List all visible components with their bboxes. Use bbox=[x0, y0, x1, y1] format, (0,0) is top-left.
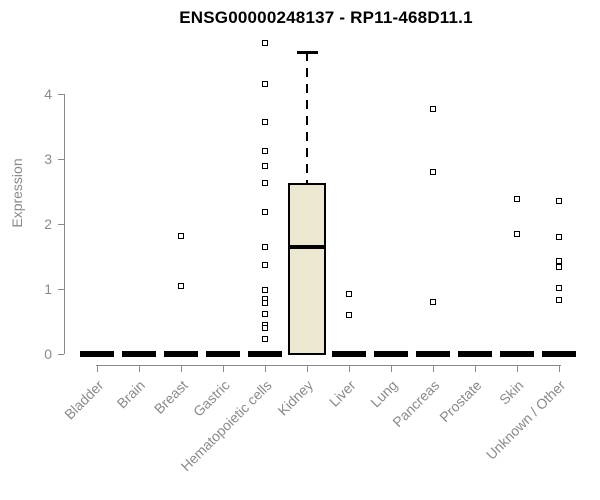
outlier-point bbox=[556, 258, 562, 265]
outlier-point bbox=[262, 243, 268, 250]
x-tick-label: Breast bbox=[150, 377, 191, 417]
zero-bar bbox=[500, 351, 534, 357]
zero-bar bbox=[164, 351, 198, 357]
outlier-point bbox=[262, 287, 268, 294]
zero-bar bbox=[206, 351, 240, 357]
outlier-point bbox=[514, 196, 520, 203]
box-median bbox=[290, 244, 324, 249]
x-tick-label: Brain bbox=[113, 377, 149, 412]
outlier-point bbox=[262, 300, 268, 307]
outlier-point bbox=[556, 297, 562, 304]
x-tick bbox=[265, 366, 266, 372]
outlier-point bbox=[346, 290, 352, 297]
y-tick bbox=[58, 354, 64, 355]
outlier-point bbox=[262, 81, 268, 88]
box bbox=[288, 183, 326, 355]
zero-bar bbox=[458, 351, 492, 357]
y-tick bbox=[58, 224, 64, 225]
x-tick bbox=[517, 366, 518, 372]
x-axis-line bbox=[96, 365, 561, 366]
outlier-point bbox=[262, 325, 268, 331]
outlier-point bbox=[178, 232, 184, 239]
x-tick-label: Lung bbox=[366, 377, 401, 411]
y-tick bbox=[58, 289, 64, 290]
outlier-point bbox=[262, 310, 268, 317]
outlier-point bbox=[178, 282, 184, 289]
outlier-point bbox=[430, 299, 436, 305]
whisker-cap bbox=[297, 50, 318, 54]
outlier-point bbox=[430, 105, 436, 112]
x-tick bbox=[139, 366, 140, 372]
x-tick bbox=[97, 366, 98, 372]
outlier-point bbox=[262, 209, 268, 216]
x-tick-label: Unknown / Other bbox=[482, 377, 569, 463]
chart-title: ENSG00000248137 - RP11-468D11.1 bbox=[179, 8, 473, 27]
zero-bar bbox=[122, 351, 156, 357]
y-tick-label: 3 bbox=[44, 151, 52, 167]
outlier-point bbox=[556, 234, 562, 240]
zero-bar bbox=[374, 351, 408, 357]
x-tick bbox=[391, 366, 392, 372]
outlier-point bbox=[262, 148, 268, 155]
y-tick bbox=[58, 94, 64, 95]
whisker bbox=[306, 51, 308, 184]
outlier-point bbox=[556, 198, 562, 205]
x-tick bbox=[223, 366, 224, 372]
x-tick-label: Bladder bbox=[60, 377, 107, 423]
outlier-point bbox=[556, 284, 562, 291]
outlier-point bbox=[262, 261, 268, 268]
y-tick bbox=[58, 159, 64, 160]
y-tick-label: 1 bbox=[44, 281, 52, 297]
y-tick-label: 0 bbox=[44, 346, 52, 362]
zero-bar bbox=[332, 351, 366, 357]
zero-bar bbox=[542, 351, 576, 357]
x-tick-label: Skin bbox=[495, 377, 527, 408]
x-tick-label: Prostate bbox=[436, 377, 485, 426]
outlier-point bbox=[556, 263, 562, 270]
outlier-point bbox=[262, 336, 268, 343]
outlier-point bbox=[514, 230, 520, 237]
zero-bar bbox=[248, 351, 282, 357]
zero-bar bbox=[80, 351, 114, 357]
outlier-point bbox=[346, 312, 352, 318]
y-tick-label: 4 bbox=[44, 86, 52, 102]
y-tick-label: 2 bbox=[44, 216, 52, 232]
outlier-point bbox=[430, 169, 436, 175]
outlier-point bbox=[262, 118, 268, 125]
x-tick bbox=[475, 366, 476, 372]
x-tick bbox=[349, 366, 350, 372]
x-tick bbox=[307, 366, 308, 372]
outlier-point bbox=[262, 163, 268, 170]
y-axis-label: Expression bbox=[9, 158, 25, 228]
outlier-point bbox=[262, 40, 268, 47]
x-tick bbox=[433, 366, 434, 372]
zero-bar bbox=[416, 351, 450, 357]
y-axis-line bbox=[64, 94, 65, 354]
outlier-point bbox=[262, 180, 268, 187]
x-tick-label: Liver bbox=[325, 377, 359, 410]
x-tick bbox=[181, 366, 182, 372]
x-tick-label: Kidney bbox=[274, 377, 317, 419]
x-tick bbox=[559, 366, 560, 372]
